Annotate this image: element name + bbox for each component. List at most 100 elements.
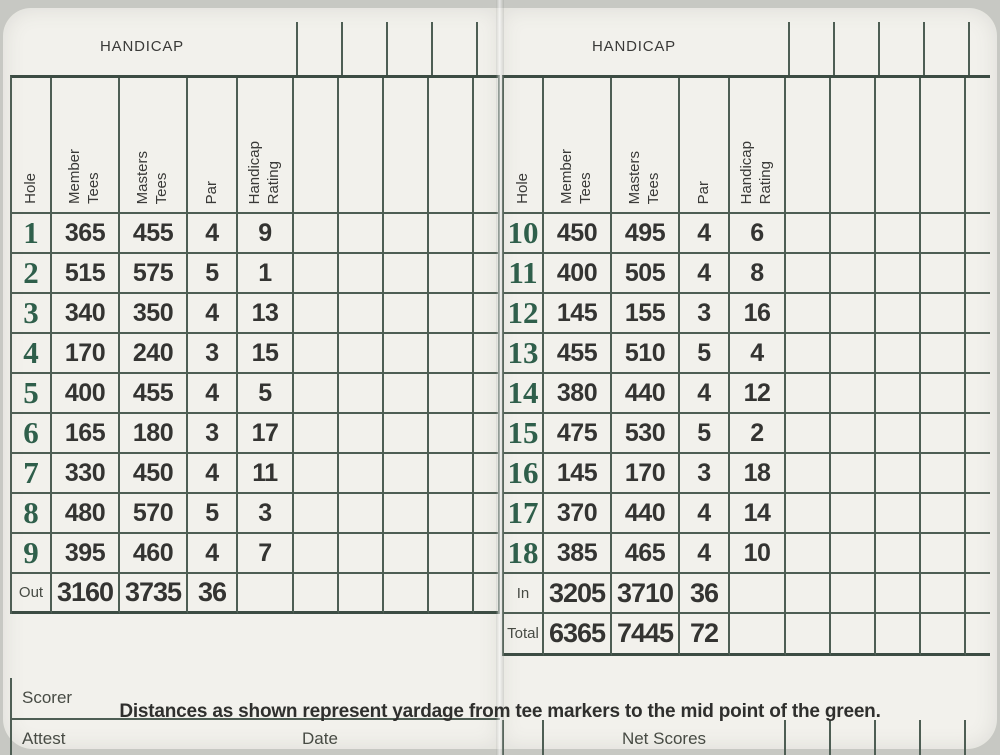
- member-yardage-cell: 380: [544, 374, 612, 414]
- score-cell: [966, 494, 990, 534]
- member-yardage-cell: 400: [544, 254, 612, 294]
- masters-yardage-cell: 450: [120, 454, 188, 494]
- score-cell: [831, 494, 876, 534]
- score-column-rule: [296, 22, 298, 75]
- total-par-cell: 72: [680, 614, 730, 656]
- masters-yardage-cell: 570: [120, 494, 188, 534]
- rating-cell: 1: [238, 254, 294, 294]
- rating-cell: 7: [238, 534, 294, 574]
- out-label-cell: Out: [12, 574, 52, 614]
- score-cell: [966, 574, 990, 614]
- par-cell: 5: [188, 254, 238, 294]
- par-cell: 5: [680, 334, 730, 374]
- score-cell: [966, 214, 990, 254]
- front-nine-table: Hole Member Tees Masters Tees Par Handic…: [10, 75, 500, 614]
- member-yardage-cell: 480: [52, 494, 120, 534]
- score-column-rule: [476, 22, 478, 75]
- in-member-total-cell: 3205: [544, 574, 612, 614]
- out-par-total-cell: 36: [188, 574, 238, 614]
- header-label: Masters Tees: [134, 150, 170, 204]
- score-cell: [831, 294, 876, 334]
- score-cell: [294, 214, 339, 254]
- header-score-cell: [966, 78, 990, 214]
- rating-cell: 18: [730, 454, 786, 494]
- net-scores-row: Net Scores: [502, 720, 990, 755]
- rating-cell: 13: [238, 294, 294, 334]
- score-cell: [429, 574, 474, 614]
- score-cell: [474, 574, 498, 614]
- header-score-cell: [384, 78, 429, 214]
- score-cell: [474, 374, 498, 414]
- hole-number-cell: 6: [12, 414, 52, 454]
- out-member-total-cell: 3160: [52, 574, 120, 614]
- score-cell: [921, 454, 966, 494]
- score-cell: [876, 374, 921, 414]
- score-cell: [876, 720, 921, 755]
- total-member-cell: 6365: [544, 614, 612, 656]
- member-yardage-cell: 340: [52, 294, 120, 334]
- score-column-rule: [878, 22, 880, 75]
- score-cell: [429, 254, 474, 294]
- masters-yardage-cell: 350: [120, 294, 188, 334]
- score-cell: [384, 374, 429, 414]
- rating-cell: 6: [730, 214, 786, 254]
- rating-cell: 3: [238, 494, 294, 534]
- score-cell: [921, 414, 966, 454]
- score-cell: [921, 720, 966, 755]
- in-par-total-cell: 36: [680, 574, 730, 614]
- header-cell-member-tees: Member Tees: [544, 78, 612, 214]
- score-cell: [966, 454, 990, 494]
- score-cell: [339, 294, 384, 334]
- score-column-rule: [431, 22, 433, 75]
- par-cell: 4: [188, 294, 238, 334]
- rating-cell: 17: [238, 414, 294, 454]
- score-cell: [921, 214, 966, 254]
- score-cell: [429, 454, 474, 494]
- score-cell: [876, 334, 921, 374]
- score-cell: [921, 294, 966, 334]
- header-cell-masters-tees: Masters Tees: [120, 78, 188, 214]
- header-score-cell: [339, 78, 384, 214]
- member-yardage-cell: 330: [52, 454, 120, 494]
- hole-number-cell: 4: [12, 334, 52, 374]
- score-cell: [921, 494, 966, 534]
- header-cell-member-tees: Member Tees: [52, 78, 120, 214]
- hole-number-cell: 2: [12, 254, 52, 294]
- header-label: Handicap Rating: [246, 140, 282, 204]
- par-cell: 4: [188, 374, 238, 414]
- score-column-rule: [833, 22, 835, 75]
- masters-yardage-cell: 240: [120, 334, 188, 374]
- score-cell: [831, 254, 876, 294]
- member-yardage-cell: 165: [52, 414, 120, 454]
- back-title-area: HANDICAP: [504, 22, 990, 75]
- attest-label: Attest: [22, 728, 66, 748]
- date-label: Date: [302, 728, 338, 748]
- score-cell: [921, 334, 966, 374]
- net-scores-label-cell: Net Scores: [544, 720, 786, 755]
- hole-number-cell: 9: [12, 534, 52, 574]
- hole-number-cell: 7: [12, 454, 52, 494]
- score-cell: [384, 214, 429, 254]
- score-cell: [294, 374, 339, 414]
- score-cell: [429, 534, 474, 574]
- masters-yardage-cell: 465: [612, 534, 680, 574]
- attest-row: Attest Date: [10, 720, 500, 755]
- score-cell: [384, 534, 429, 574]
- score-cell: [384, 294, 429, 334]
- header-score-cell: [921, 78, 966, 214]
- score-cell: [339, 254, 384, 294]
- score-cell: [474, 254, 498, 294]
- score-cell: [294, 574, 339, 614]
- score-cell: [966, 414, 990, 454]
- par-cell: 4: [188, 534, 238, 574]
- hole-label-spacer-cell: [504, 720, 544, 755]
- masters-yardage-cell: 455: [120, 214, 188, 254]
- hole-number-cell: 12: [504, 294, 544, 334]
- score-cell: [429, 414, 474, 454]
- score-cell: [966, 720, 990, 755]
- score-cell: [474, 334, 498, 374]
- card-fold-seam: [496, 0, 504, 755]
- header-label: Member Tees: [558, 148, 594, 204]
- member-yardage-cell: 145: [544, 454, 612, 494]
- member-yardage-cell: 450: [544, 214, 612, 254]
